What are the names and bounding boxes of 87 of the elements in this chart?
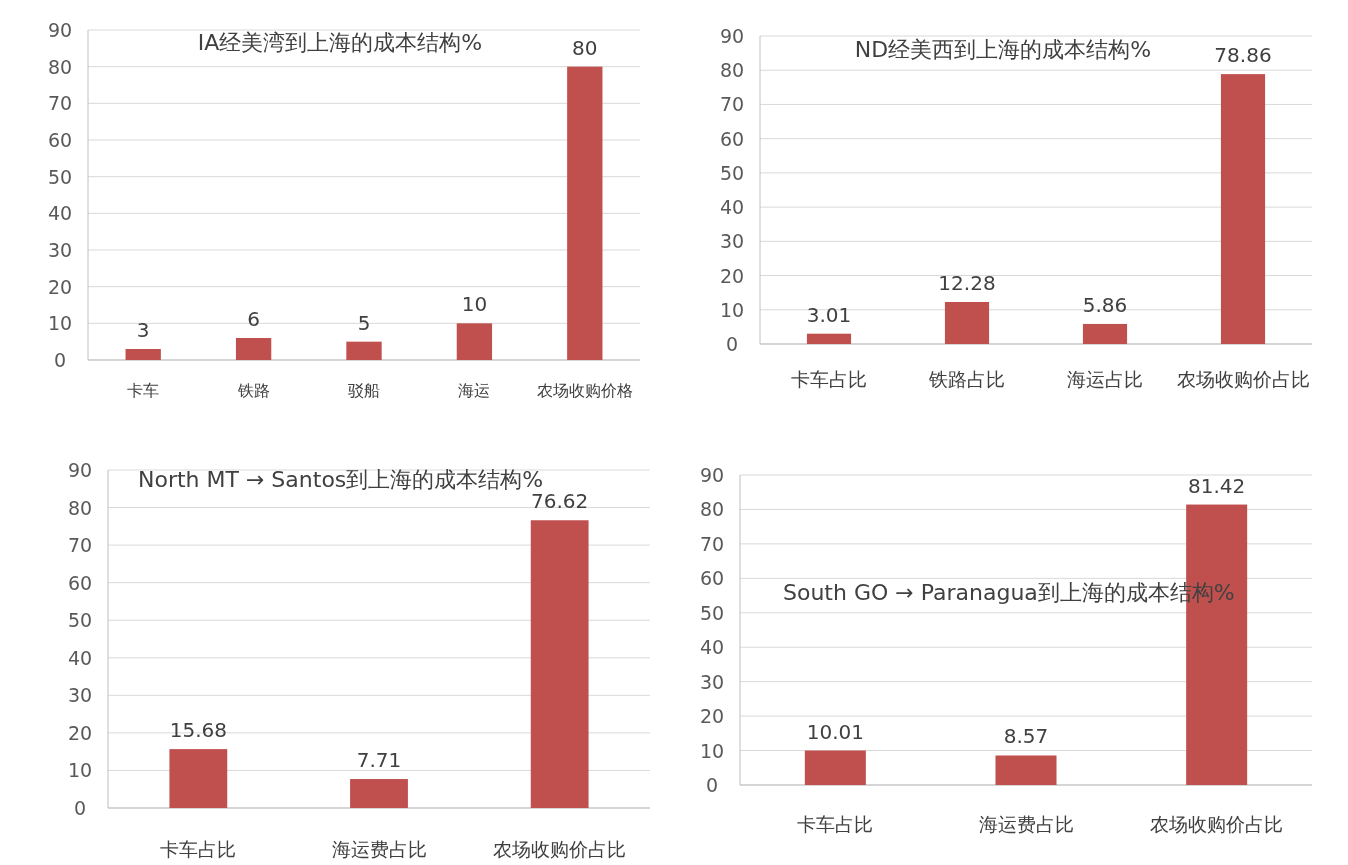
y-tick-label: 50 bbox=[699, 601, 725, 624]
data-label: 10.01 bbox=[806, 719, 864, 744]
x-tick-label: 卡车占比 bbox=[797, 813, 874, 835]
bar bbox=[235, 338, 272, 360]
bar bbox=[125, 349, 161, 360]
y-tick-label: 20 bbox=[719, 264, 745, 287]
data-label: 10 bbox=[461, 292, 488, 317]
chart-title: ND经美西到上海的成本结构% bbox=[854, 37, 1152, 62]
bar bbox=[567, 66, 603, 360]
y-tick-label: 0 bbox=[705, 774, 719, 796]
bar bbox=[346, 341, 382, 360]
y-tick-label: 80 bbox=[699, 498, 725, 521]
x-tick-label: 农场收购价格 bbox=[536, 381, 633, 400]
data-label: 7.71 bbox=[356, 748, 402, 773]
x-tick-label: 卡车占比 bbox=[791, 368, 867, 390]
y-tick-label: 60 bbox=[699, 567, 725, 590]
y-tick-label: 30 bbox=[67, 684, 93, 707]
x-tick-label: 海运费占比 bbox=[978, 813, 1074, 835]
y-tick-label: 20 bbox=[47, 275, 73, 298]
data-label: 3 bbox=[136, 318, 150, 342]
x-tick-label: 驳船 bbox=[348, 381, 380, 400]
bar bbox=[1082, 323, 1128, 344]
y-tick-label: 0 bbox=[73, 797, 87, 819]
y-tick-label: 40 bbox=[719, 196, 745, 219]
data-label: 81.42 bbox=[1188, 473, 1246, 498]
y-tick-label: 90 bbox=[699, 464, 725, 486]
y-tick-label: 30 bbox=[47, 239, 73, 261]
bar bbox=[804, 750, 866, 785]
y-tick-label: 70 bbox=[699, 532, 725, 555]
data-label: 3.01 bbox=[806, 302, 852, 327]
bar bbox=[456, 323, 493, 360]
y-tick-label: 20 bbox=[699, 705, 725, 728]
x-tick-label: 铁路占比 bbox=[928, 368, 1005, 390]
y-tick-label: 70 bbox=[67, 534, 93, 557]
y-tick-label: 80 bbox=[67, 496, 93, 519]
data-label: 5.86 bbox=[1082, 292, 1128, 317]
y-tick-label: 30 bbox=[719, 230, 745, 253]
y-tick-label: 70 bbox=[47, 92, 73, 115]
y-tick-label: 60 bbox=[67, 571, 93, 594]
data-label: 5 bbox=[357, 310, 371, 335]
y-tick-label: 80 bbox=[47, 55, 73, 78]
y-tick-label: 10 bbox=[67, 759, 93, 782]
bar bbox=[944, 301, 990, 344]
y-tick-label: 20 bbox=[67, 721, 93, 744]
bar bbox=[350, 779, 408, 808]
y-tick-label: 40 bbox=[699, 636, 725, 659]
x-tick-label: 海运 bbox=[458, 381, 491, 400]
x-tick-label: 农场收购价占比 bbox=[493, 838, 627, 860]
bar bbox=[1220, 74, 1266, 344]
y-tick-label: 10 bbox=[47, 312, 73, 335]
data-label: 76.62 bbox=[531, 489, 589, 514]
y-tick-label: 50 bbox=[47, 165, 73, 188]
y-tick-label: 0 bbox=[725, 333, 739, 355]
x-tick-label: 农场收购价占比 bbox=[1176, 368, 1310, 390]
y-tick-label: 90 bbox=[719, 25, 745, 47]
data-label: 6 bbox=[247, 307, 260, 331]
y-tick-label: 40 bbox=[67, 646, 93, 669]
bar bbox=[995, 755, 1057, 785]
bar bbox=[169, 749, 228, 808]
data-label: 12.28 bbox=[938, 270, 996, 295]
data-label: 80 bbox=[572, 35, 598, 60]
y-tick-label: 70 bbox=[719, 93, 745, 116]
y-tick-label: 10 bbox=[719, 298, 745, 321]
y-tick-label: 50 bbox=[67, 609, 93, 632]
chart-title: IA经美湾到上海的成本结构% bbox=[197, 30, 483, 55]
chart-title: North MT → Santos到上海的成本结构% bbox=[138, 467, 544, 492]
y-tick-label: 30 bbox=[699, 670, 725, 693]
x-tick-label: 卡车 bbox=[127, 381, 160, 400]
y-tick-label: 60 bbox=[719, 127, 745, 150]
data-label: 78.86 bbox=[1214, 43, 1272, 68]
y-tick-label: 50 bbox=[719, 161, 745, 184]
x-tick-label: 卡车占比 bbox=[160, 838, 237, 860]
y-tick-label: 90 bbox=[67, 459, 93, 481]
x-tick-label: 海运费占比 bbox=[331, 838, 427, 860]
bar bbox=[530, 520, 589, 808]
y-tick-label: 0 bbox=[53, 349, 67, 371]
x-tick-label: 海运占比 bbox=[1067, 368, 1143, 390]
bar bbox=[806, 333, 852, 344]
y-tick-label: 80 bbox=[719, 59, 745, 82]
y-tick-label: 10 bbox=[699, 739, 725, 762]
x-tick-label: 铁路 bbox=[236, 381, 270, 400]
data-label: 8.57 bbox=[1003, 724, 1049, 749]
y-tick-label: 90 bbox=[47, 19, 73, 41]
x-tick-label: 农场收购价占比 bbox=[1150, 813, 1284, 835]
y-tick-label: 40 bbox=[47, 202, 73, 225]
y-tick-label: 60 bbox=[47, 129, 73, 151]
data-label: 15.68 bbox=[169, 718, 227, 743]
